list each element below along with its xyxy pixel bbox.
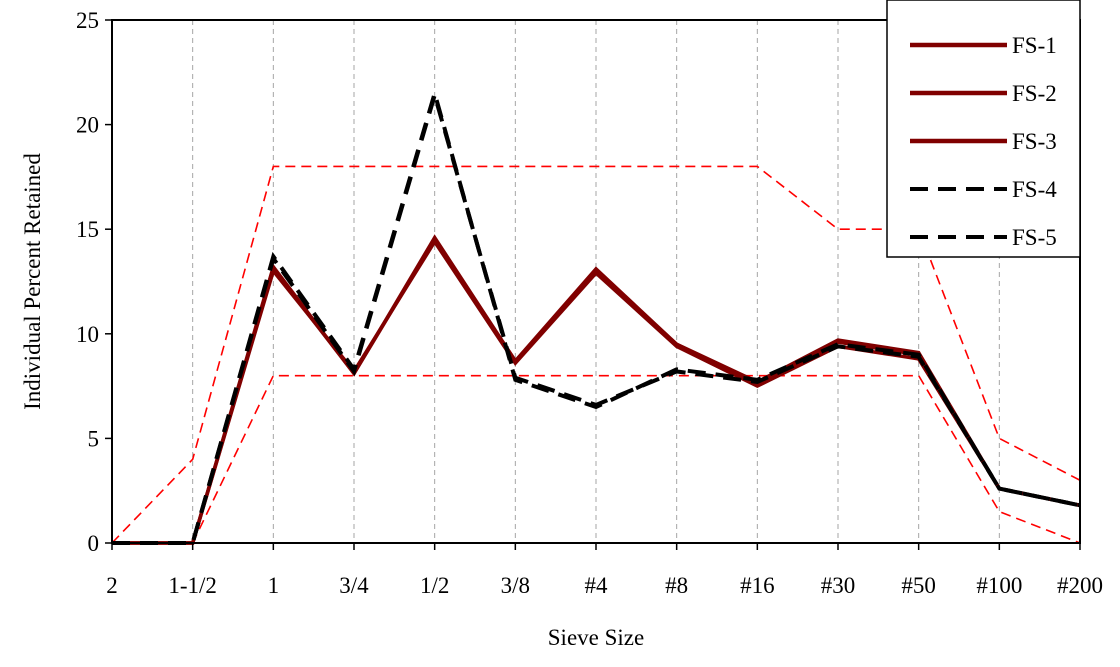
x-tick-label: 1/2	[420, 573, 449, 598]
x-tick-label: 1	[268, 573, 280, 598]
x-tick-label: #16	[740, 573, 775, 598]
x-tick-label: 3/8	[501, 573, 530, 598]
x-tick-label: 3/4	[339, 573, 369, 598]
limit-line-1	[111, 165, 1081, 544]
legend-label-fs-4: FS-4	[1012, 177, 1057, 202]
x-axis-title: Sieve Size	[548, 625, 644, 650]
x-axis-ticks: 2 1-1/2 1 3/4 1/2 3/8 #4 #8 #16 #30 #50 #100 #200	[106, 543, 1103, 598]
y-tick-label: 5	[88, 426, 100, 451]
y-tick-label: 15	[76, 217, 99, 242]
x-tick-label: #30	[821, 573, 856, 598]
y-axis-ticks: 0 5 10 15 20 25	[76, 8, 112, 556]
x-tick-label: #200	[1057, 573, 1103, 598]
y-axis-title: Individual Percent Retained	[20, 153, 45, 410]
legend-label-fs-3: FS-3	[1012, 129, 1057, 154]
specification-limits	[111, 165, 1081, 544]
x-tick-label: 2	[106, 573, 118, 598]
legend: FS-1 FS-2 FS-3 FS-4 FS-5	[886, 0, 1081, 258]
legend-label-fs-1: FS-1	[1012, 33, 1057, 58]
y-tick-label: 20	[76, 113, 99, 138]
x-tick-label: #4	[585, 573, 609, 598]
x-tick-label: 1-1/2	[168, 573, 217, 598]
x-tick-label: #50	[901, 573, 936, 598]
legend-label-fs-2: FS-2	[1012, 81, 1057, 106]
x-tick-label: #100	[976, 573, 1022, 598]
data-series	[112, 85, 1081, 545]
y-tick-label: 25	[76, 8, 99, 33]
gridlines	[192, 20, 1000, 543]
y-tick-label: 0	[88, 531, 100, 556]
x-tick-label: #8	[665, 573, 688, 598]
series-line-fs-5	[112, 88, 1081, 545]
legend-label-fs-5: FS-5	[1012, 225, 1057, 250]
y-tick-label: 10	[76, 322, 99, 347]
